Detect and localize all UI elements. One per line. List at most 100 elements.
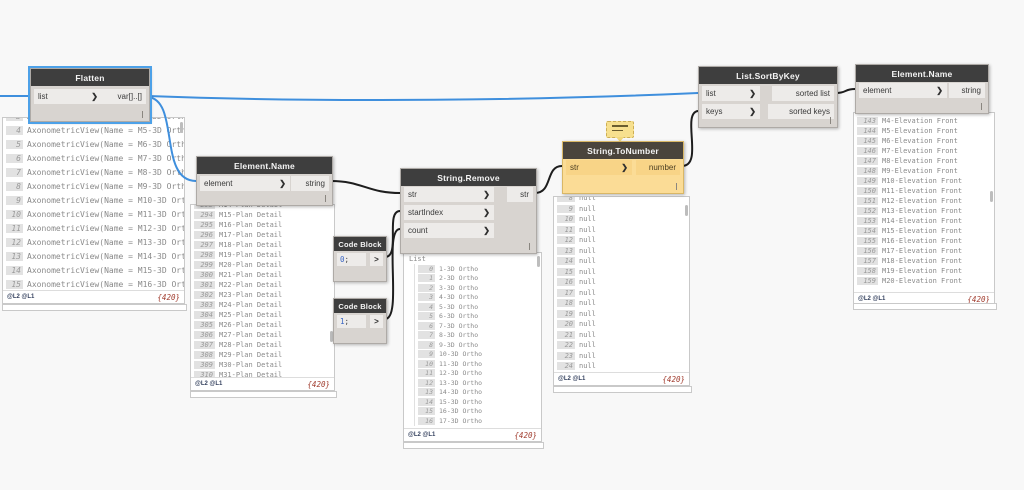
preview-scrollbar[interactable]: [330, 331, 333, 342]
port-output-str[interactable]: str: [507, 187, 533, 202]
port-label: list: [38, 92, 48, 101]
code-suffix: ;: [344, 255, 350, 264]
list-item: 15 null: [557, 267, 689, 278]
list-item-text: M10-Elevation Front: [882, 177, 963, 185]
port-output-codeblock[interactable]: >: [370, 253, 383, 266]
preview-resize-handle[interactable]: [403, 442, 544, 449]
chevron-right-icon: ❯: [749, 107, 756, 116]
port-output-codeblock[interactable]: >: [370, 315, 383, 328]
port-output-sorted-list[interactable]: sorted list: [772, 86, 834, 101]
list-item-index: 13: [6, 251, 23, 261]
port-input-list[interactable]: list ❯: [34, 89, 102, 104]
preview-panel-tonumber[interactable]: 8 null 9 null 10 null 11 null 12 null 13 null 14 null…: [553, 196, 690, 386]
node-options-icon[interactable]: [528, 243, 530, 250]
preview-scrollbar[interactable]: [685, 205, 688, 216]
port-input-startindex[interactable]: startIndex ❯: [404, 205, 494, 220]
list-item: 12 AxonometricView(Name = M13-3D Ort: [6, 235, 184, 249]
port-input-str[interactable]: str ❯: [566, 160, 632, 175]
preview-resize-handle[interactable]: [553, 386, 692, 393]
list-item-index: 7: [6, 167, 23, 177]
list-item-index: 16: [557, 278, 575, 287]
list-item: 24 null: [557, 361, 689, 372]
list-item-index: 296: [194, 231, 215, 239]
list-item: 159 M20-Elevation Front: [857, 276, 994, 286]
port-input-keys[interactable]: keys ❯: [702, 104, 760, 119]
list-item-text: M14-Elevation Front: [882, 217, 963, 225]
list-item: 1 2-3D Ortho: [418, 274, 541, 284]
port-output-number[interactable]: number: [636, 160, 680, 175]
list-item: 306 M27-Plan Detail: [194, 330, 334, 340]
node-element-name-right[interactable]: Element.Name element ❯ string: [855, 64, 989, 114]
list-item: 18 null: [557, 298, 689, 309]
port-output-sorted-keys[interactable]: sorted keys: [768, 104, 834, 119]
preview-resize-handle[interactable]: [853, 303, 997, 310]
port-input-str[interactable]: str ❯: [404, 187, 494, 202]
preview-footer: @L2 @L1 {420}: [191, 377, 334, 390]
port-output-var[interactable]: var[]..[]: [102, 89, 146, 104]
port-input-element[interactable]: element ❯: [859, 83, 947, 98]
wire-flatten-to-elementname[interactable]: [147, 96, 197, 182]
list-item: 293 M14-Plan Detail: [194, 205, 334, 210]
list-item-index: 145: [857, 137, 878, 145]
node-options-icon[interactable]: [675, 183, 677, 190]
code-input[interactable]: 1 ;: [337, 315, 366, 328]
preview-panel-elementname-right[interactable]: 143 M4-Elevation Front 144 M5-Elevation Fro…: [853, 112, 995, 306]
list-count-label: {420}: [514, 430, 537, 440]
wire-flatten-to-sortbykey[interactable]: [147, 92, 699, 101]
port-input-count[interactable]: count ❯: [404, 223, 494, 238]
port-input-list[interactable]: list ❯: [702, 86, 760, 101]
preview-scrollbar[interactable]: [180, 122, 183, 133]
port-output-string[interactable]: string: [949, 83, 985, 98]
node-options-icon[interactable]: [980, 103, 982, 110]
preview-resize-handle[interactable]: [190, 391, 337, 398]
list-item-text: M14-Plan Detail: [219, 205, 283, 209]
wire-codeblock1-to-count[interactable]: [384, 228, 401, 320]
list-item-index: 308: [194, 351, 215, 359]
preview-panel-stringremove[interactable]: List 0 1-3D Ortho 1 2-3D Ortho 2 3-3D Ortho 3 4…: [403, 252, 542, 442]
preview-resize-handle[interactable]: [2, 304, 187, 311]
preview-rows: 293 M14-Plan Detail 294 M15-Plan Detail 295 M…: [191, 205, 334, 377]
node-flatten[interactable]: Flatten list ❯ var[]..[]: [28, 66, 152, 124]
node-options-icon[interactable]: [141, 111, 143, 118]
list-item-index: 147: [857, 157, 878, 165]
code-input[interactable]: 0 ;: [337, 253, 366, 266]
preview-panel-elementname-mid[interactable]: 293 M14-Plan Detail 294 M15-Plan Detail 295 M…: [190, 204, 335, 391]
port-label: list: [706, 89, 716, 98]
list-item-index: 10: [557, 215, 575, 224]
port-output-string[interactable]: string: [291, 176, 329, 191]
node-options-icon[interactable]: [324, 195, 326, 202]
preview-scrollbar[interactable]: [537, 256, 540, 267]
wire-codeblock0-to-startindex[interactable]: [384, 210, 401, 258]
node-options-icon[interactable]: [829, 117, 831, 124]
list-item: 3 4-3D Ortho: [418, 293, 541, 303]
node-code-block-bottom[interactable]: Code Block 1 ; >: [333, 298, 387, 344]
list-item-text: AxonometricView(Name = M15-3D Ort: [27, 265, 184, 275]
wire-sortbykey-to-elementname[interactable]: [835, 88, 856, 94]
node-string-tonumber[interactable]: String.ToNumber str ❯ number: [562, 141, 684, 194]
list-root-label: List: [409, 255, 426, 263]
port-input-element[interactable]: element ❯: [200, 176, 290, 191]
preview-scrollbar[interactable]: [990, 191, 993, 202]
wire-elementname-to-stringremove[interactable]: [330, 180, 401, 194]
node-list-sortbykey[interactable]: List.SortByKey list ❯ keys ❯ sorted list…: [698, 66, 838, 128]
list-item: 2 3-3D Ortho: [418, 283, 541, 293]
preview-rows: List 0 1-3D Ortho 1 2-3D Ortho 2 3-3D Ortho 3 4…: [404, 253, 541, 428]
list-item-index: 301: [194, 281, 215, 289]
node-element-name-mid[interactable]: Element.Name element ❯ string: [196, 156, 333, 206]
list-item: 9 10-3D Ortho: [418, 350, 541, 360]
list-item-index: 8: [557, 197, 575, 203]
list-item-index: 12: [418, 378, 435, 387]
list-item-text: 9-3D Ortho: [439, 340, 479, 349]
list-item: 6 7-3D Ortho: [418, 321, 541, 331]
node-string-remove[interactable]: String.Remove str ❯ startIndex ❯ count ❯…: [400, 168, 537, 254]
list-item: 0 1-3D Ortho: [418, 264, 541, 274]
list-item: 143 M4-Elevation Front: [857, 116, 994, 126]
wire-stringremove-to-tonumber[interactable]: [534, 165, 563, 194]
wire-tonumber-to-keys[interactable]: [681, 110, 699, 167]
list-item-index: 299: [194, 261, 215, 269]
warning-bubble-icon[interactable]: [606, 121, 634, 142]
list-item: 19 null: [557, 309, 689, 320]
node-code-block-top[interactable]: Code Block 0 ; >: [333, 236, 387, 282]
